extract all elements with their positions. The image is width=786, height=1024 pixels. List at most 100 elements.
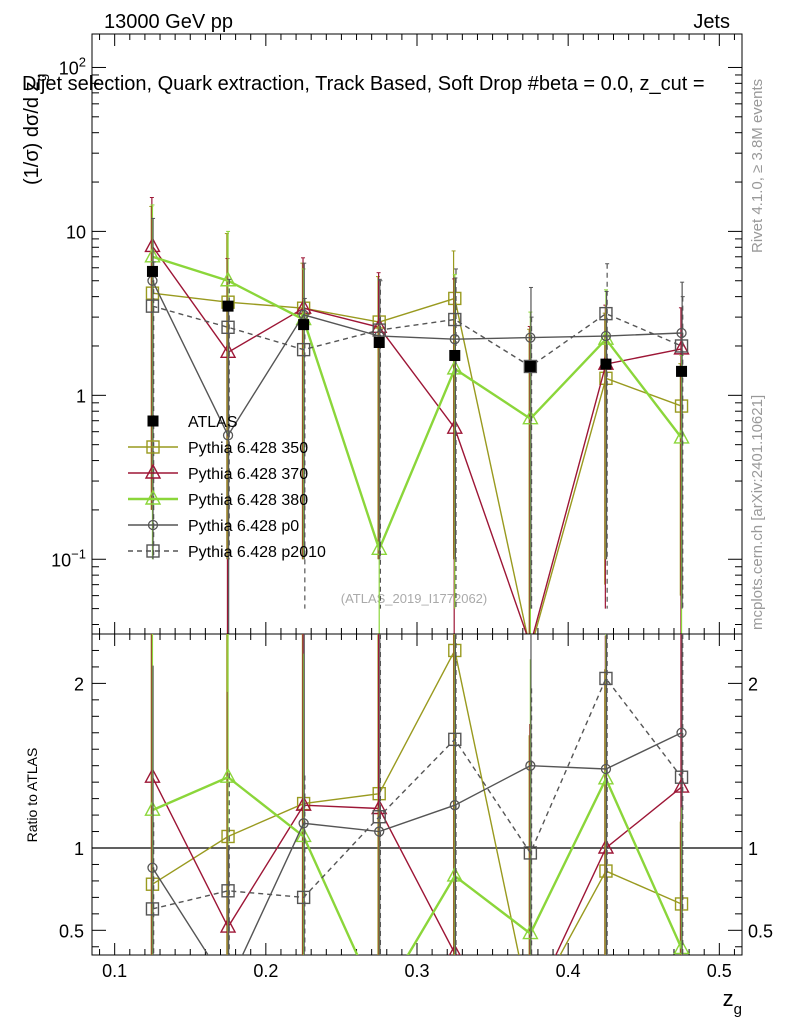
- main-series-layer: [144, 196, 690, 656]
- ratio-marker: [676, 727, 687, 738]
- y-axis-label: (1/σ) dσ/d zg: [21, 74, 49, 185]
- ratio-tick-label-right: 0.5: [748, 921, 773, 941]
- ratio-tick-label: 2: [74, 674, 84, 694]
- ratio-series-line: [152, 648, 682, 955]
- ratio-tick-label: 0.5: [59, 921, 84, 941]
- series-line: [152, 292, 682, 634]
- ratio-marker: [145, 902, 160, 916]
- series-marker: [524, 644, 536, 656]
- ratio-marker: [600, 763, 612, 775]
- ratio-axis-label: Ratio to ATLAS: [24, 748, 40, 843]
- series-marker: [674, 339, 689, 353]
- legend-label: Pythia 6.428 p2010: [188, 544, 326, 561]
- legend-marker: [146, 440, 160, 454]
- side-labels: Rivet 4.1.0, ≥ 3.8M events mcplots.cern.…: [749, 79, 766, 630]
- data-point: [449, 349, 461, 361]
- mcplots-label: mcplots.cern.ch [arXiv:2401.10621]: [749, 395, 766, 630]
- ratio-marker: [372, 996, 386, 1009]
- series-line: [151, 245, 682, 634]
- ratio-tick-label-right: 1: [748, 839, 758, 859]
- series-line: [151, 280, 682, 437]
- ratio-marker: [296, 890, 311, 905]
- y-tick-exp: −1: [71, 546, 86, 561]
- data-point: [524, 360, 536, 372]
- ratio-marker: [599, 671, 613, 686]
- data-point: [146, 265, 158, 277]
- y-tick-label: 1: [76, 386, 86, 406]
- ratio-marker: [448, 943, 461, 955]
- series-marker: [525, 332, 536, 343]
- series-line: [152, 255, 683, 553]
- ratio-marker: [525, 760, 536, 771]
- header-left: 13000 GeV pp: [104, 11, 233, 33]
- rivet-label: Rivet 4.1.0, ≥ 3.8M events: [749, 79, 766, 253]
- legend-marker: [144, 489, 162, 505]
- x-tick-label: 0.4: [556, 961, 581, 981]
- legend-marker: [147, 519, 159, 531]
- data-point: [222, 300, 234, 312]
- main-axis-labels: (1/σ) dσ/d zg zg Ratio to ATLAS: [21, 74, 742, 1018]
- ratio-marker: [674, 770, 689, 784]
- series-marker: [145, 299, 160, 313]
- data-point: [298, 319, 310, 331]
- legend-marker: [146, 544, 160, 558]
- ratio-marker: [374, 826, 385, 837]
- legend: ATLAS Pythia 6.428 350 Pythia 6.428 370 Pyt…: [128, 414, 326, 561]
- ratio-plot-area: 0.1 0.2 0.3 0.4 0.5 0.5 0.5 1 1 2 2: [59, 633, 773, 1016]
- analysis-watermark: (ATLAS_2019_I1772062): [341, 591, 487, 606]
- legend-marker: [147, 415, 159, 427]
- ratio-marker: [219, 767, 237, 783]
- ratio-series-line: [151, 732, 682, 955]
- ratio-marker: [522, 924, 539, 940]
- legend-label: Pythia 6.428 370: [188, 466, 308, 483]
- ratio-marker: [449, 800, 460, 811]
- data-point: [676, 365, 688, 377]
- legend-label: ATLAS: [188, 414, 238, 431]
- series-marker: [219, 271, 237, 287]
- legend-label: Pythia 6.428 380: [188, 492, 308, 509]
- x-tick-label: 0.1: [102, 961, 127, 981]
- ratio-series-line: [152, 677, 683, 910]
- ratio-tick-label: 1: [74, 839, 84, 859]
- selection-title: Dijet selection, Quark extraction, Track…: [22, 73, 705, 95]
- series-marker: [449, 334, 460, 345]
- y-tick-exp: 2: [79, 54, 86, 69]
- series-marker: [676, 327, 687, 339]
- ratio-marker: [224, 982, 233, 991]
- ratio-marker: [524, 1004, 536, 1016]
- series-marker: [448, 312, 462, 327]
- x-axis-label: zg: [723, 986, 742, 1018]
- header-texts: 13000 GeV pp Jets Dijet selection, Quark…: [22, 11, 730, 95]
- x-tick-label: 0.2: [253, 961, 278, 981]
- ratio-marker: [221, 884, 235, 898]
- legend-marker: [144, 463, 162, 479]
- series-line: [152, 305, 682, 368]
- series-marker: [599, 306, 613, 321]
- ratio-marker: [523, 1001, 537, 1014]
- x-tick-label: 0.3: [404, 961, 429, 981]
- series-marker: [372, 323, 386, 337]
- y-tick-base: 10: [51, 550, 71, 570]
- ratio-marker: [372, 810, 386, 824]
- series-marker: [523, 637, 537, 650]
- series-marker: [296, 342, 311, 357]
- ratio-marker: [147, 862, 158, 873]
- legend-label: Pythia 6.428 p0: [188, 518, 299, 535]
- legend-label: Pythia 6.428 350: [188, 440, 308, 457]
- ratio-marker: [298, 818, 309, 829]
- series-marker: [222, 430, 234, 441]
- y-tick-label: 102: [59, 54, 86, 78]
- data-point: [600, 358, 612, 370]
- ratio-series-line: [151, 776, 682, 955]
- y-tick-base: 10: [59, 58, 79, 78]
- series-marker: [522, 409, 539, 425]
- y-tick-label: 10: [66, 222, 86, 242]
- ratio-marker: [523, 846, 538, 860]
- ratio-series-line: [151, 775, 683, 955]
- y-tick-label: 10−1: [51, 546, 86, 570]
- ratio-marker: [448, 732, 462, 747]
- header-right: Jets: [693, 11, 730, 33]
- series-marker: [221, 320, 235, 334]
